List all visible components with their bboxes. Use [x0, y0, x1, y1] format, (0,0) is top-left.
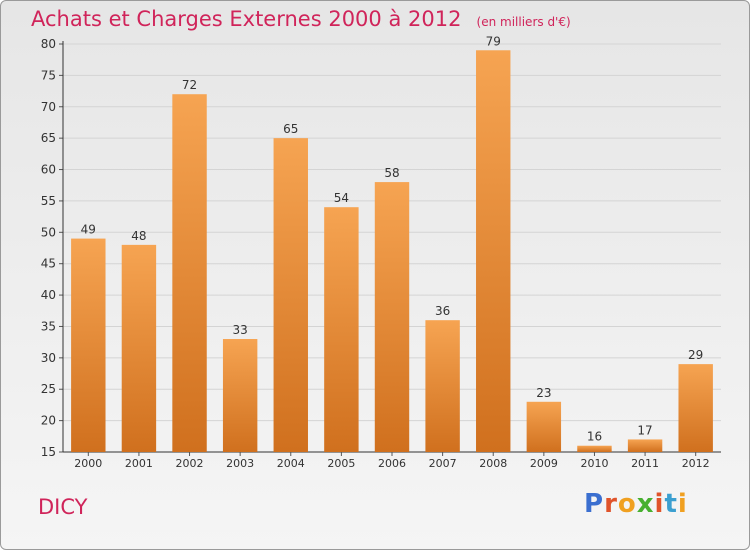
x-tick-label: 2011: [631, 457, 659, 470]
y-tick-label: 65: [41, 131, 56, 145]
data-label: 17: [637, 423, 652, 437]
data-label: 72: [182, 78, 197, 92]
data-label: 79: [486, 34, 501, 48]
data-label: 65: [283, 122, 298, 136]
x-tick-label: 2001: [125, 457, 153, 470]
y-tick-label: 50: [41, 225, 56, 239]
proxiti-logo[interactable]: Proxiti: [584, 489, 688, 519]
y-tick-label: 45: [41, 257, 56, 271]
x-tick-label: 2003: [226, 457, 254, 470]
bar: [324, 207, 359, 452]
y-tick-label: 15: [41, 445, 56, 459]
logo-letter: r: [604, 489, 618, 519]
bar: [273, 138, 308, 452]
bar: [425, 320, 460, 452]
x-tick-label: 2006: [378, 457, 406, 470]
logo-letter: P: [584, 489, 605, 519]
logo-letter: i: [654, 489, 665, 519]
y-tick-label: 30: [41, 351, 56, 365]
x-tick-label: 2007: [429, 457, 457, 470]
bar: [627, 439, 663, 452]
logo-letter: i: [677, 489, 688, 519]
y-tick-label: 55: [41, 194, 56, 208]
logo-letter: x: [636, 489, 655, 519]
logo-letter: o: [617, 489, 637, 519]
bar: [526, 401, 562, 452]
y-tick-label: 20: [41, 414, 56, 428]
x-tick-label: 2005: [327, 457, 355, 470]
chart-subtitle: (en milliers d'€): [476, 15, 571, 29]
data-label: 36: [435, 304, 450, 318]
y-tick-label: 75: [41, 68, 56, 82]
bar: [172, 94, 207, 452]
x-tick-label: 2002: [176, 457, 204, 470]
x-tick-label: 2004: [277, 457, 305, 470]
bar: [71, 238, 106, 452]
y-tick-label: 70: [41, 100, 56, 114]
bar: [222, 339, 258, 452]
data-label: 49: [81, 223, 96, 237]
y-tick-label: 60: [41, 163, 56, 177]
data-label: 16: [587, 430, 602, 444]
x-tick-label: 2012: [682, 457, 710, 470]
x-tick-label: 2008: [479, 457, 507, 470]
data-label: 54: [334, 191, 349, 205]
logo-letter: t: [664, 489, 678, 519]
bar: [577, 445, 612, 452]
place-name: DICY: [38, 495, 88, 519]
data-label: 58: [384, 166, 399, 180]
y-tick-label: 80: [41, 37, 56, 51]
x-tick-label: 2009: [530, 457, 558, 470]
y-tick-label: 25: [41, 382, 56, 396]
y-tick-label: 35: [41, 319, 56, 333]
data-label: 33: [233, 323, 248, 337]
x-tick-label: 2010: [580, 457, 608, 470]
y-tick-label: 40: [41, 288, 56, 302]
data-label: 48: [131, 229, 146, 243]
bar: [121, 244, 157, 452]
chart-title: Achats et Charges Externes 2000 à 2012: [31, 7, 462, 31]
data-label: 23: [536, 386, 551, 400]
bar: [374, 182, 410, 453]
data-label: 29: [688, 348, 703, 362]
x-tick-label: 2000: [74, 457, 102, 470]
title-row: Achats et Charges Externes 2000 à 2012 (…: [31, 7, 571, 31]
bar: [476, 50, 511, 453]
bar: [678, 364, 713, 452]
